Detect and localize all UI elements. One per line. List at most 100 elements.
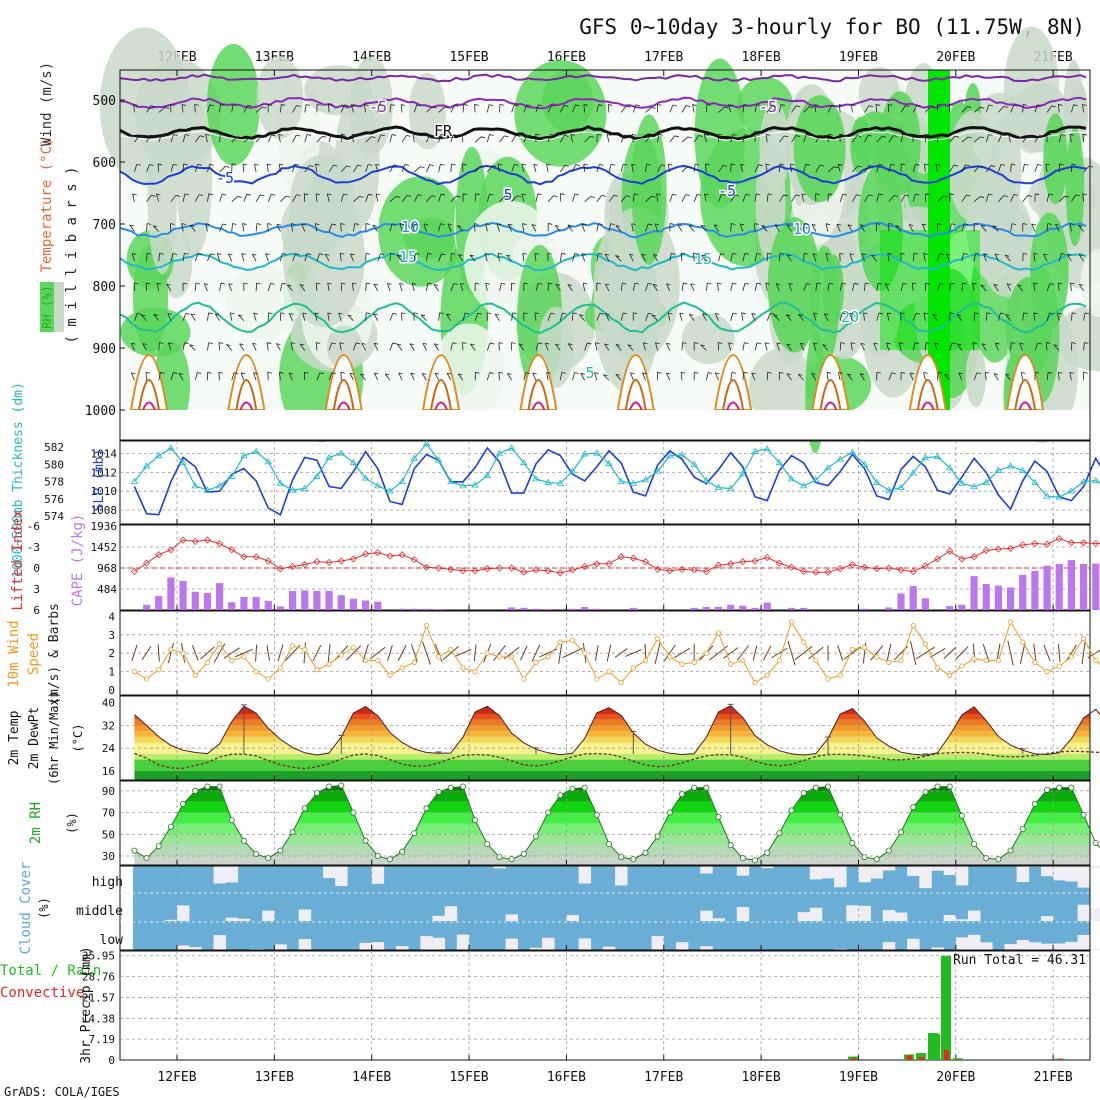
thickness-marker	[653, 467, 662, 474]
wind-barb-flag	[534, 312, 539, 315]
wind-barb-flag	[256, 282, 261, 285]
li-marker	[812, 568, 820, 576]
wind-barb	[680, 253, 683, 262]
li-marker	[264, 557, 272, 565]
wind-barb-flag	[1069, 372, 1074, 374]
wind-barb	[396, 254, 403, 262]
wind-speed-marker	[436, 654, 442, 660]
wind-barb-flag	[732, 134, 737, 136]
wind-barb-flag	[631, 133, 637, 136]
wind-barb	[870, 652, 878, 661]
wind-barb	[474, 644, 477, 654]
wind-barb	[497, 163, 500, 172]
wind-barb-flag	[1058, 371, 1063, 374]
date-label-bottom: 14FEB	[352, 1070, 391, 1085]
wind-tick-label: 3	[108, 629, 115, 642]
wind-barb	[973, 196, 981, 202]
wind-barb	[961, 106, 968, 113]
wind-barb-flag	[301, 223, 306, 226]
wind-barb	[1058, 195, 1066, 202]
wind-barb	[226, 344, 233, 351]
wind-barb	[663, 652, 671, 662]
wind-barb	[949, 164, 955, 173]
wind-barb-flag	[331, 342, 336, 345]
wind-barb-flag	[406, 195, 412, 197]
wind-barb	[425, 652, 431, 665]
wind-barb	[582, 283, 586, 292]
wind-barb	[652, 284, 658, 292]
wind-barb	[315, 163, 318, 172]
wind-barb-flag	[374, 342, 379, 345]
wind-barb-flag	[567, 224, 572, 227]
wind-barb-flag	[568, 343, 573, 346]
cloud-mid-gap	[809, 907, 823, 921]
wind-barb	[353, 164, 358, 173]
rh-marker	[654, 833, 661, 840]
wind-barb-flag	[409, 343, 415, 346]
grads-credit: GrADS: COLA/IGES	[4, 1085, 120, 1099]
wind-barb-flag	[572, 312, 577, 315]
wind-barb-flag	[608, 104, 613, 106]
isotherm	[119, 73, 1087, 83]
wind-barb	[629, 253, 634, 262]
wind-barb	[700, 344, 707, 351]
wind-speed-marker	[655, 635, 661, 642]
wind-barb-flag	[357, 164, 362, 167]
wind-barb	[765, 163, 768, 172]
wind-barb	[998, 106, 1004, 113]
wind-barb-flag	[373, 313, 378, 316]
contour-label: 5	[503, 186, 512, 204]
wind-barb	[815, 135, 821, 143]
wind-barb-flag	[629, 253, 634, 256]
wind-barb-flag	[173, 163, 178, 166]
wind-barb-flag	[757, 342, 762, 345]
wind-barb	[485, 283, 488, 292]
wind-barb-flag	[241, 253, 246, 255]
wind-barb	[794, 652, 804, 661]
wind-barb	[876, 135, 883, 143]
wind-barb	[776, 342, 780, 351]
rh-tick-label: 90	[102, 785, 115, 798]
wind-barb-flag	[498, 371, 504, 374]
wind-barb	[280, 195, 287, 202]
rh-marker	[849, 839, 856, 846]
wind-barb-flag	[913, 252, 919, 255]
wind-speed-marker	[375, 657, 381, 664]
wind-barb	[486, 193, 490, 202]
wind-barb-flag	[605, 283, 610, 286]
li-marker	[313, 558, 321, 566]
wind-barb	[673, 652, 683, 659]
wind-barb	[631, 223, 634, 232]
wind-barb	[389, 104, 392, 113]
wind-barb	[511, 164, 515, 173]
wind-barb	[194, 372, 198, 381]
ylabel-wind10m: 10m Wind	[6, 620, 22, 687]
li-marker	[873, 565, 881, 573]
rh-marker	[545, 809, 552, 816]
wind-barb-flag	[851, 104, 856, 106]
slp-thickness-panel: 58258057857657410141012101010081000~500m…	[11, 382, 1100, 578]
wind-barb	[949, 282, 951, 291]
wind-barb-flag	[515, 134, 520, 137]
wind-barb	[766, 105, 772, 113]
wind-barb-flag	[839, 133, 844, 136]
wind-barb	[995, 342, 999, 351]
wind-barb-flag	[240, 372, 246, 375]
rh-marker	[703, 784, 710, 791]
wind-barb	[384, 373, 391, 381]
wind-barb	[1033, 282, 1036, 292]
wind-barb-flag	[170, 223, 175, 225]
wind-barb	[266, 163, 269, 172]
wind-barb	[608, 164, 612, 173]
wind-barb-flag	[185, 312, 190, 315]
wind-barb	[1082, 104, 1084, 113]
wind-barb	[140, 314, 147, 321]
wind-speed-marker	[642, 657, 649, 664]
wind-barb-flag	[512, 312, 517, 315]
li-marker	[386, 552, 394, 560]
wind-barb-flag	[1073, 104, 1078, 107]
wind-barb-flag	[1069, 133, 1075, 136]
wind-barb	[718, 165, 724, 173]
wind-barb	[194, 253, 199, 262]
